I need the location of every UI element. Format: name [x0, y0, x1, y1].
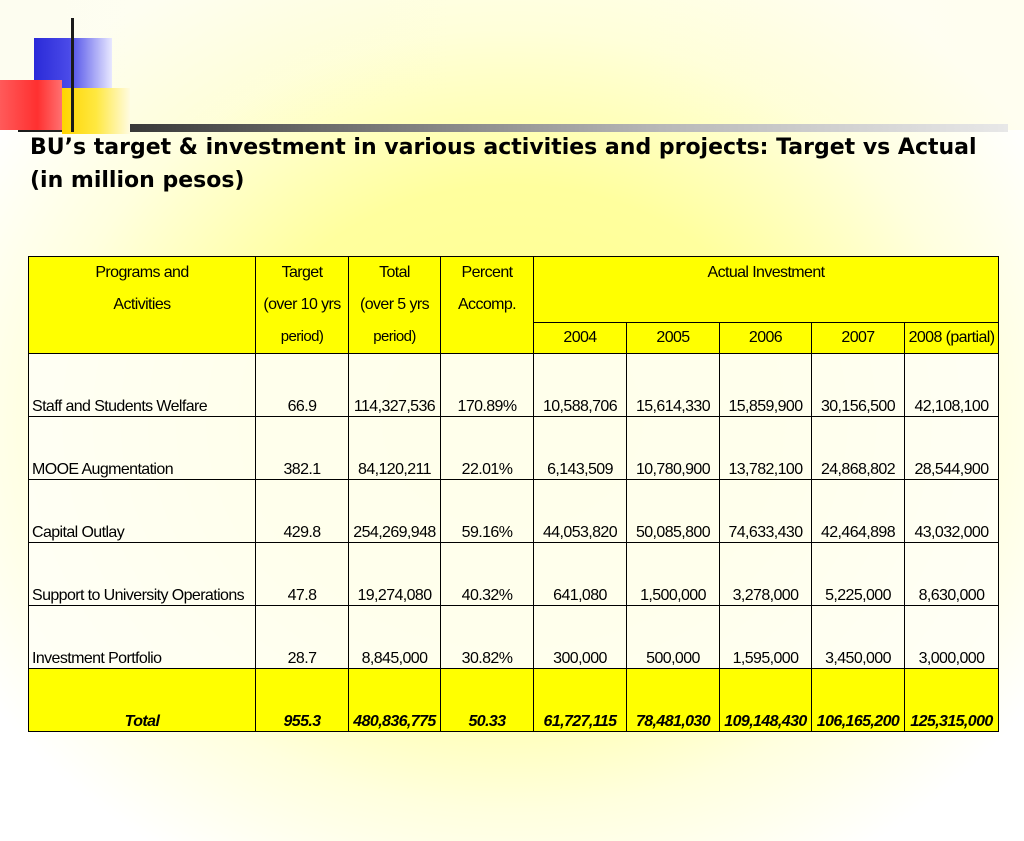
table-row: Capital Outlay 429.8 254,269,948 59.16% …: [28, 479, 999, 543]
cell-program: Support to University Operations: [28, 542, 256, 606]
cell-percent: 22.01%: [440, 416, 534, 480]
cell-2008: 28,544,900: [904, 416, 999, 480]
cell-2005: 15,614,330: [626, 353, 720, 417]
cell-total: 19,274,080: [348, 542, 441, 606]
cell-total: 114,327,536: [348, 353, 441, 417]
header-target-line3: period): [280, 328, 324, 345]
cell-program: MOOE Augmentation: [28, 416, 256, 480]
header-target-line2: (over 10 yrs: [263, 296, 341, 313]
cell-2006: 15,859,900: [719, 353, 812, 417]
cell-2006: 74,633,430: [719, 479, 812, 543]
total-2008: 125,315,000: [904, 668, 999, 732]
cell-2008: 8,630,000: [904, 542, 999, 606]
logo-vertical-line: [71, 18, 74, 132]
cell-2007: 42,464,898: [811, 479, 905, 543]
total-2006: 109,148,430: [719, 668, 812, 732]
cell-target: 28.7: [255, 605, 349, 669]
cell-program: Staff and Students Welfare: [28, 353, 256, 417]
header-percent: Percent Accomp.: [440, 256, 534, 354]
cell-2007: 30,156,500: [811, 353, 905, 417]
cell-percent: 30.82%: [440, 605, 534, 669]
header-actual-investment: Actual Investment: [533, 256, 999, 323]
cell-total: 84,120,211: [348, 416, 441, 480]
header-total: Total (over 5 yrs period): [348, 256, 441, 354]
header-year-2006: 2006: [719, 322, 812, 354]
total-total: 480,836,775: [348, 668, 441, 732]
cell-2004: 300,000: [533, 605, 627, 669]
cell-2005: 10,780,900: [626, 416, 720, 480]
total-2005: 78,481,030: [626, 668, 720, 732]
header-percent-line1: Percent: [461, 264, 514, 281]
total-percent: 50.33: [440, 668, 534, 732]
header-target: Target (over 10 yrs period): [255, 256, 349, 354]
cell-2006: 3,278,000: [719, 542, 812, 606]
investment-table: Programs and Activities Target (over 10 …: [28, 256, 999, 732]
header-year-2007: 2007: [811, 322, 905, 354]
total-target: 955.3: [255, 668, 349, 732]
cell-percent: 170.89%: [440, 353, 534, 417]
header-year-2008: 2008 (partial): [904, 322, 999, 354]
cell-2008: 43,032,000: [904, 479, 999, 543]
cell-percent: 40.32%: [440, 542, 534, 606]
cell-2004: 44,053,820: [533, 479, 627, 543]
header-target-line1: Target: [281, 264, 323, 281]
cell-2008: 42,108,100: [904, 353, 999, 417]
logo-red-square: [0, 80, 62, 130]
cell-total: 8,845,000: [348, 605, 441, 669]
total-2004: 61,727,115: [533, 668, 627, 732]
cell-program: Investment Portfolio: [28, 605, 256, 669]
cell-2005: 50,085,800: [626, 479, 720, 543]
cell-2007: 5,225,000: [811, 542, 905, 606]
header-programs: Programs and Activities: [28, 256, 256, 354]
title-divider-bar: [18, 124, 1008, 132]
cell-2007: 24,868,802: [811, 416, 905, 480]
total-label: Total: [28, 668, 256, 732]
cell-2006: 1,595,000: [719, 605, 812, 669]
cell-2007: 3,450,000: [811, 605, 905, 669]
cell-2006: 13,782,100: [719, 416, 812, 480]
header-year-2004: 2004: [533, 322, 627, 354]
cell-target: 382.1: [255, 416, 349, 480]
cell-target: 429.8: [255, 479, 349, 543]
cell-target: 47.8: [255, 542, 349, 606]
table-row: MOOE Augmentation 382.1 84,120,211 22.01…: [28, 416, 999, 480]
header-total-line2: (over 5 yrs: [360, 296, 430, 313]
cell-percent: 59.16%: [440, 479, 534, 543]
cell-program: Capital Outlay: [28, 479, 256, 543]
slide-title: BU’s target & investment in various acti…: [30, 135, 977, 193]
cell-2004: 641,080: [533, 542, 627, 606]
header-programs-line2: Activities: [113, 296, 171, 313]
table-row: Staff and Students Welfare 66.9 114,327,…: [28, 353, 999, 417]
cell-target: 66.9: [255, 353, 349, 417]
header-total-line1: Total: [379, 264, 410, 281]
total-2007: 106,165,200: [811, 668, 905, 732]
header-programs-line1: Programs and: [95, 264, 189, 281]
cell-2005: 1,500,000: [626, 542, 720, 606]
table-row: Support to University Operations 47.8 19…: [28, 542, 999, 606]
total-row: Total 955.3 480,836,775 50.33 61,727,115…: [28, 668, 999, 732]
header-percent-line2: Accomp.: [457, 296, 517, 313]
cell-total: 254,269,948: [348, 479, 441, 543]
header-total-line3: period): [373, 328, 416, 345]
cell-2004: 10,588,706: [533, 353, 627, 417]
cell-2005: 500,000: [626, 605, 720, 669]
cell-2004: 6,143,509: [533, 416, 627, 480]
table-row: Investment Portfolio 28.7 8,845,000 30.8…: [28, 605, 999, 669]
cell-2008: 3,000,000: [904, 605, 999, 669]
header-year-2005: 2005: [626, 322, 720, 354]
